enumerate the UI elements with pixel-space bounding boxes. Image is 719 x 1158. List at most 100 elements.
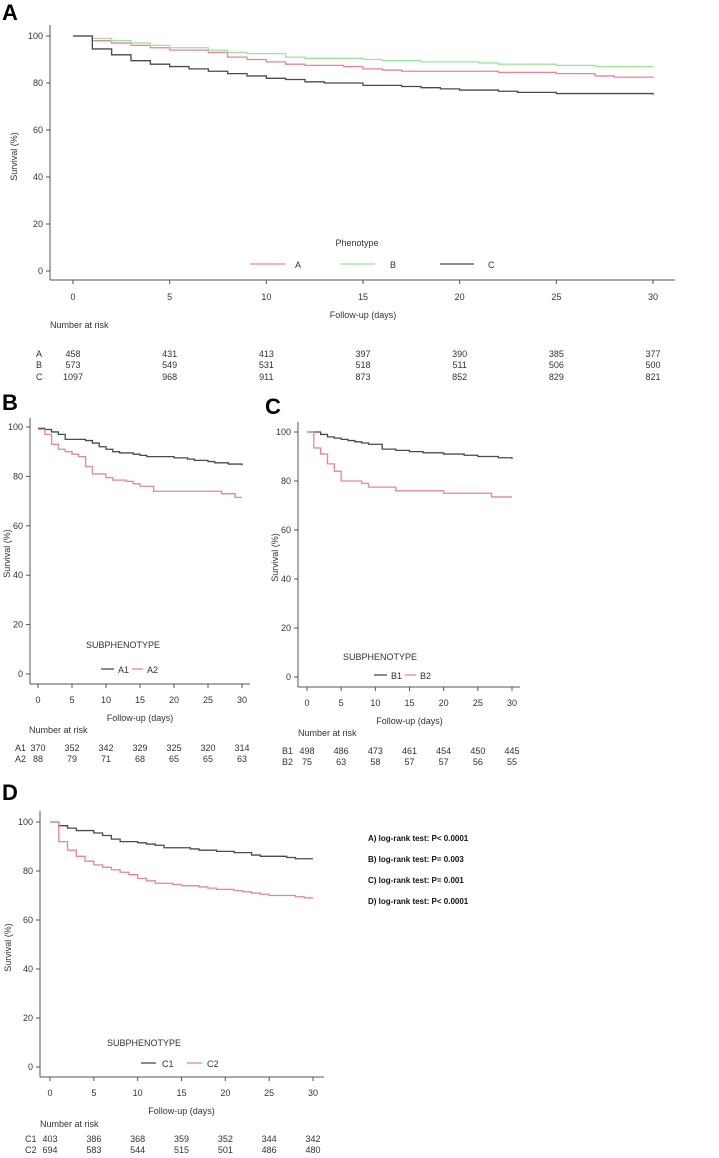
x-tick-label: 20: [455, 292, 465, 302]
risk-count: 65: [169, 754, 179, 764]
x-tick-label: 5: [91, 1088, 96, 1098]
risk-count: 68: [135, 754, 145, 764]
risk-row-label: C1: [25, 1134, 37, 1144]
risk-row-label: C: [36, 372, 43, 382]
panel-label: A: [2, 0, 18, 25]
y-axis-title: Survival (%): [9, 132, 19, 181]
risk-count: 544: [130, 1145, 145, 1155]
risk-table-title: Number at risk: [50, 320, 109, 330]
survival-curve-a: [73, 35, 654, 79]
x-tick-label: 5: [167, 292, 172, 302]
legend-label: A1: [118, 665, 129, 675]
x-tick-label: 5: [69, 695, 74, 705]
risk-count: 694: [42, 1145, 57, 1155]
risk-count: 821: [645, 372, 660, 382]
x-tick-label: 20: [220, 1088, 230, 1098]
risk-count: 461: [402, 746, 417, 756]
survival-curve-b2: [307, 431, 512, 498]
logrank-result: B) log-rank test: P= 0.003: [368, 855, 464, 864]
legend-title: SUBPHENOTYPE: [107, 1038, 181, 1048]
risk-row-label: B1: [282, 746, 293, 756]
risk-count: 583: [86, 1145, 101, 1155]
survival-curve-c: [73, 35, 654, 95]
risk-count: 88: [33, 754, 43, 764]
risk-count: 486: [262, 1145, 277, 1155]
y-tick-label: 60: [33, 125, 43, 135]
panel-label: C: [265, 394, 281, 419]
risk-row-label: A: [36, 349, 42, 359]
risk-count: 506: [549, 360, 564, 370]
survival-curve-b1: [307, 431, 513, 459]
risk-count: 359: [174, 1134, 189, 1144]
y-axis-title: Survival (%): [270, 533, 280, 582]
legend-label: C1: [162, 1059, 174, 1069]
risk-count: 314: [234, 743, 249, 753]
legend-label: A2: [147, 665, 158, 675]
x-tick-label: 0: [70, 292, 75, 302]
y-tick-label: 60: [13, 521, 23, 531]
risk-count: 501: [218, 1145, 233, 1155]
x-tick-label: 10: [133, 1088, 143, 1098]
risk-row-label: A1: [15, 743, 26, 753]
risk-count: 549: [162, 360, 177, 370]
legend-label: B2: [420, 671, 431, 681]
risk-count: 573: [65, 360, 80, 370]
panel-b: B 0 20 40 60 80 100 0 5 10 15 20 25 30 Follow-up (days…: [2, 390, 250, 764]
risk-count: 57: [439, 757, 449, 767]
risk-count: 344: [262, 1134, 277, 1144]
y-tick-label: 80: [33, 78, 43, 88]
risk-count: 531: [259, 360, 274, 370]
y-tick-label: 20: [13, 620, 23, 630]
logrank-result: A) log-rank test: P< 0.0001: [368, 834, 469, 843]
x-tick-label: 30: [237, 695, 247, 705]
panel-label: B: [2, 390, 18, 415]
risk-row-label: C2: [25, 1145, 37, 1155]
risk-count: 352: [64, 743, 79, 753]
risk-count: 511: [452, 360, 466, 370]
survival-curve-c2: [50, 821, 313, 899]
legend-title: SUBPHENOTYPE: [343, 652, 417, 662]
panel-d: D 0 20 40 60 80 100 0 5 10 15 20 25 30 Follow-up (days…: [2, 780, 324, 1155]
x-tick-label: 0: [47, 1088, 52, 1098]
x-tick-label: 20: [169, 695, 179, 705]
risk-count: 403: [42, 1134, 57, 1144]
legend-title: SUBPHENOTYPE: [86, 640, 160, 650]
risk-count: 873: [355, 372, 370, 382]
risk-count: 852: [452, 372, 467, 382]
x-axis-title: Follow-up (days): [148, 1106, 215, 1116]
x-tick-label: 25: [203, 695, 213, 705]
risk-count: 65: [203, 754, 213, 764]
y-tick-label: 80: [281, 476, 291, 486]
risk-count: 75: [302, 757, 312, 767]
x-tick-label: 25: [473, 698, 483, 708]
y-tick-label: 80: [13, 471, 23, 481]
risk-count: 329: [132, 743, 147, 753]
panel-c: C 0 20 40 60 80 100 0 5 10 15 20 25 30 Follow-up (days…: [265, 394, 520, 767]
legend-label: A: [295, 260, 301, 270]
panel-a: A 0 20 40 60 80 100 0 5 10 15 20 25 30 Follow-up (days…: [2, 0, 675, 382]
risk-table-title: Number at risk: [40, 1119, 99, 1129]
risk-count: 63: [336, 757, 346, 767]
y-tick-label: 60: [23, 915, 33, 925]
legend-label: B: [390, 260, 396, 270]
risk-count: 500: [645, 360, 660, 370]
risk-count: 458: [65, 349, 80, 359]
risk-count: 71: [101, 754, 111, 764]
risk-count: 79: [67, 754, 77, 764]
risk-row-label: A2: [15, 754, 26, 764]
risk-count: 413: [259, 349, 274, 359]
x-tick-label: 0: [304, 698, 309, 708]
x-tick-label: 20: [439, 698, 449, 708]
risk-count: 431: [162, 349, 177, 359]
x-tick-label: 10: [101, 695, 111, 705]
risk-count: 385: [549, 349, 564, 359]
y-tick-label: 40: [281, 574, 291, 584]
x-tick-label: 15: [135, 695, 145, 705]
risk-count: 518: [355, 360, 370, 370]
panel-label: D: [2, 780, 18, 805]
logrank-result: D) log-rank test: P< 0.0001: [368, 897, 469, 906]
risk-count: 829: [549, 372, 564, 382]
y-tick-label: 100: [18, 817, 33, 827]
y-tick-label: 20: [281, 623, 291, 633]
